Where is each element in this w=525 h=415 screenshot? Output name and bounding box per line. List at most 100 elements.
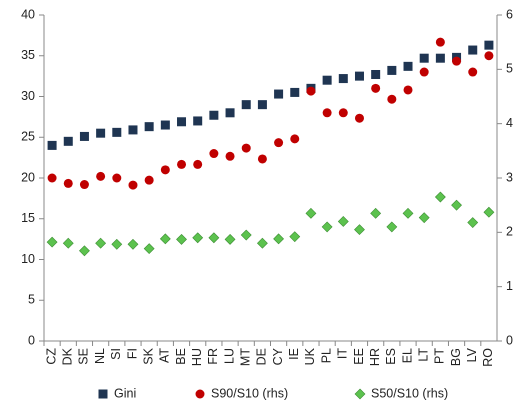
point <box>321 221 333 233</box>
point <box>402 207 414 219</box>
x-tick-label: ES <box>384 348 398 365</box>
point <box>354 113 364 123</box>
y2-tick-label: 6 <box>506 7 513 21</box>
point <box>79 131 89 141</box>
point <box>95 237 107 249</box>
point <box>483 206 495 218</box>
x-tick-label: RO <box>481 348 495 367</box>
point <box>128 180 138 190</box>
point <box>273 233 285 245</box>
x-tick-label: PT <box>433 348 447 364</box>
x-tick-label: HR <box>368 348 382 366</box>
x-tick-label: SE <box>77 348 91 365</box>
point <box>370 207 382 219</box>
y-tick-label: 25 <box>21 130 35 144</box>
x-tick-label: CZ <box>44 348 58 365</box>
point <box>177 159 187 169</box>
y2-tick-label: 2 <box>506 225 513 239</box>
point <box>387 65 397 75</box>
x-tick-label: BG <box>449 348 463 366</box>
point <box>209 110 219 120</box>
point <box>112 173 122 183</box>
point <box>452 56 462 66</box>
point <box>257 154 267 164</box>
x-tick-label: LT <box>416 348 430 362</box>
point <box>192 232 204 244</box>
point <box>46 236 58 248</box>
point <box>208 232 220 244</box>
x-tick-label: BE <box>174 348 188 365</box>
point <box>144 122 154 132</box>
point <box>451 199 462 211</box>
point <box>468 67 478 77</box>
point <box>62 237 74 249</box>
point <box>484 40 494 50</box>
y2-tick-label: 0 <box>506 333 513 347</box>
point <box>305 207 317 219</box>
point <box>225 151 235 161</box>
point <box>193 116 203 126</box>
point <box>434 191 446 203</box>
y-tick-label: 10 <box>21 252 35 266</box>
x-tick-label: FI <box>125 348 139 359</box>
point <box>128 125 138 135</box>
point <box>256 237 268 249</box>
x-tick-label: AT <box>158 348 172 363</box>
point <box>112 127 122 137</box>
point <box>354 224 365 236</box>
x-tick-label: UK <box>303 347 317 365</box>
point <box>435 53 445 63</box>
point <box>338 108 348 118</box>
point <box>371 69 381 79</box>
x-tick-label: NL <box>93 348 107 364</box>
point <box>63 136 73 146</box>
x-tick-label: DK <box>61 347 75 365</box>
point <box>468 45 478 55</box>
point <box>96 128 106 138</box>
y-tick-label: 15 <box>21 211 35 225</box>
point <box>354 71 364 81</box>
legend-label: S50/S10 (rhs) <box>371 386 448 400</box>
point <box>241 143 251 153</box>
point <box>274 89 284 99</box>
y-tick-label: 0 <box>28 333 35 347</box>
x-tick-label: EL <box>400 348 414 363</box>
y-tick-label: 30 <box>21 89 35 103</box>
point <box>290 134 300 144</box>
y2-tick-label: 5 <box>506 62 513 76</box>
point <box>403 85 413 95</box>
point <box>160 165 170 175</box>
point <box>257 100 267 110</box>
point <box>241 100 251 110</box>
x-tick-label: MT <box>239 348 253 366</box>
x-tick-label: IT <box>336 348 350 359</box>
point <box>435 37 445 47</box>
point <box>144 175 154 185</box>
legend-label: Gini <box>114 386 136 400</box>
point <box>63 178 73 188</box>
point <box>47 173 57 183</box>
point <box>337 216 349 227</box>
point <box>193 159 203 169</box>
x-tick-label: LU <box>222 348 236 364</box>
point <box>274 138 284 148</box>
point <box>111 238 123 250</box>
point <box>177 117 187 127</box>
x-tick-label: IE <box>287 348 301 360</box>
point <box>160 120 170 130</box>
x-tick-label: HU <box>190 348 204 366</box>
point <box>289 231 301 243</box>
legend-marker <box>98 389 108 399</box>
point <box>419 53 429 63</box>
legend-label: S90/S10 (rhs) <box>211 386 288 400</box>
point <box>419 67 429 77</box>
x-tick-label: EE <box>352 348 366 365</box>
point <box>467 217 479 228</box>
y-tick-label: 20 <box>21 170 35 184</box>
point <box>225 108 235 118</box>
point <box>127 238 139 250</box>
point <box>418 212 430 224</box>
y-tick-label: 40 <box>21 7 35 21</box>
point <box>322 108 332 118</box>
